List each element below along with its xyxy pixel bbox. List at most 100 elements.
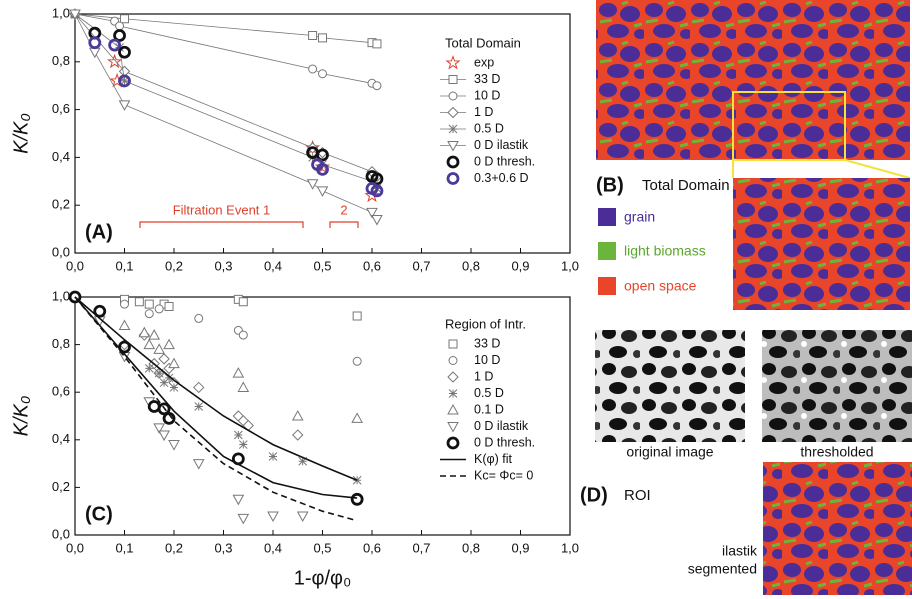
panel-label: (B) [596, 174, 624, 196]
x-tick-label: 0,7 [412, 540, 430, 555]
thresholded-image [762, 330, 912, 442]
panel-label: (C) [85, 503, 113, 525]
x-tick-label: 0,9 [511, 540, 529, 555]
marker [352, 311, 362, 321]
legend-title: Total Domain [642, 177, 730, 194]
roi-label: ROI [624, 487, 651, 504]
legend-marker [448, 91, 458, 101]
marker [148, 329, 161, 340]
marker [154, 304, 164, 314]
x-tick-label: 0,8 [462, 258, 480, 273]
marker [134, 297, 144, 307]
marker [233, 430, 243, 440]
roi-image [763, 462, 912, 595]
x-tick-label: 0,2 [165, 258, 183, 273]
marker [316, 162, 329, 176]
series-line [74, 296, 358, 499]
marker [366, 207, 378, 219]
marker [169, 383, 179, 392]
y-axis-label: K/K₀ [10, 396, 32, 437]
legend-marker [447, 141, 459, 152]
marker [237, 513, 250, 525]
y-axis-label: K/K₀ [10, 113, 32, 154]
legend-label: 10 D [474, 88, 500, 102]
marker [267, 511, 279, 522]
legend-label: 1 D [474, 105, 493, 119]
legend-label: 0.3+0.6 D [474, 171, 529, 185]
zoom-box [732, 91, 846, 161]
marker [316, 186, 329, 197]
bracket [329, 221, 359, 228]
segmented-image [596, 0, 910, 160]
marker [158, 430, 170, 442]
marker [93, 304, 107, 318]
marker [118, 100, 131, 111]
marker [115, 21, 125, 31]
legend-label: K(φ) fit [474, 452, 512, 466]
marker [308, 64, 318, 74]
marker [364, 187, 380, 203]
legend-label: 0 D thresh. [474, 435, 535, 449]
series-line [74, 296, 358, 522]
marker [158, 353, 170, 365]
x-tick-label: 0,3 [214, 540, 232, 555]
marker [120, 299, 129, 309]
x-tick-label: 1,0 [561, 258, 579, 273]
marker [106, 53, 123, 69]
marker [372, 39, 382, 49]
annotation: 2 [340, 202, 347, 217]
caption: thresholded [800, 444, 873, 460]
marker [168, 440, 180, 451]
x-tick-label: 0,4 [264, 258, 282, 273]
marker [232, 494, 245, 506]
marker [108, 38, 121, 52]
marker [351, 412, 363, 423]
marker [153, 343, 165, 354]
legend-label: 10 D [474, 353, 500, 367]
marker [371, 215, 383, 226]
marker [143, 338, 156, 350]
y-tick-label: 0,0 [52, 526, 70, 541]
marker [163, 338, 175, 350]
y-tick-label: 0,8 [52, 336, 70, 351]
x-tick-label: 0,2 [165, 540, 183, 555]
x-tick-label: 0,5 [313, 258, 331, 273]
x-tick-label: 1,0 [561, 540, 579, 555]
marker [118, 45, 131, 59]
panel-label: (A) [85, 221, 113, 243]
y-tick-label: 0,6 [52, 384, 70, 399]
legend-label: 0 D thresh. [474, 154, 535, 168]
marker [68, 290, 82, 304]
legend-label: light biomass [624, 243, 706, 259]
marker [370, 184, 384, 198]
marker [350, 492, 364, 506]
legend-label: 0.1 D [474, 402, 504, 416]
marker [193, 381, 205, 394]
marker [118, 319, 131, 331]
marker [88, 47, 101, 59]
legend-swatch [598, 277, 616, 295]
bracket [139, 221, 304, 228]
x-tick-label: 0,3 [214, 258, 232, 273]
marker [192, 459, 205, 470]
legend-marker [448, 356, 458, 365]
legend-marker [447, 422, 459, 433]
x-tick-label: 0,1 [115, 540, 133, 555]
y-tick-label: 0,8 [52, 53, 70, 68]
x-tick-label: 0,1 [115, 258, 133, 273]
y-tick-label: 1,0 [52, 5, 70, 20]
marker [352, 356, 362, 366]
legend-title: Total Domain [445, 35, 521, 50]
legend-label: 33 D [474, 72, 500, 86]
caption: ilastik [722, 543, 758, 559]
legend-label: 0.5 D [474, 121, 504, 135]
x-tick-label: 0,5 [313, 540, 331, 555]
legend-label: open space [624, 278, 697, 294]
zoom-line [844, 159, 911, 179]
series-line [74, 13, 378, 177]
marker [308, 31, 318, 41]
marker [318, 33, 327, 43]
marker [154, 368, 164, 378]
marker [118, 74, 131, 88]
legend-marker [446, 436, 460, 450]
